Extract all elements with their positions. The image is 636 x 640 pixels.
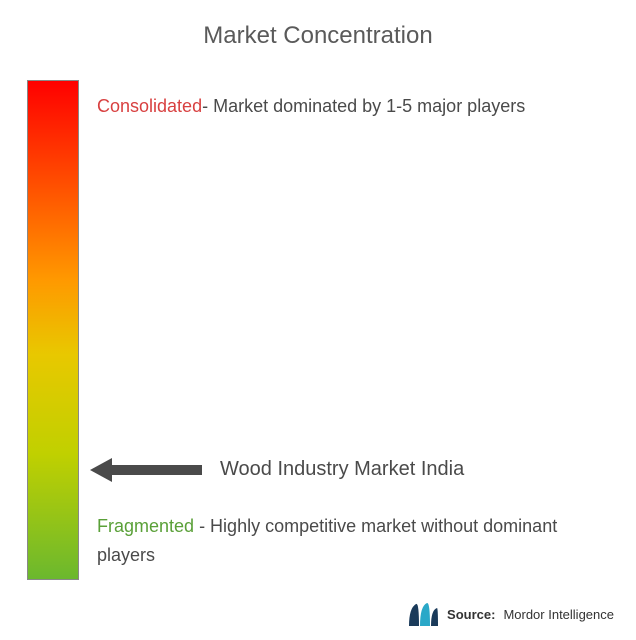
arrow-left-icon [90,460,202,480]
mordor-logo-icon [407,600,439,628]
consolidated-description: - Market dominated by 1-5 major players [202,96,525,116]
page-title: Market Concentration [0,0,636,50]
source-value: Mordor Intelligence [503,607,614,622]
footer: Source: Mordor Intelligence [407,600,614,628]
diagram-area: Consolidated- Market dominated by 1-5 ma… [0,80,636,600]
fragmented-keyword: Fragmented [97,516,194,536]
market-name: Wood Industry Market India [220,458,464,481]
market-marker: Wood Industry Market India [90,458,464,481]
fragmented-label: Fragmented - Highly competitive market w… [97,512,606,570]
source-label: Source: [447,607,495,622]
consolidated-keyword: Consolidated [97,96,202,116]
concentration-gradient-bar [27,80,79,580]
consolidated-label: Consolidated- Market dominated by 1-5 ma… [97,92,606,121]
